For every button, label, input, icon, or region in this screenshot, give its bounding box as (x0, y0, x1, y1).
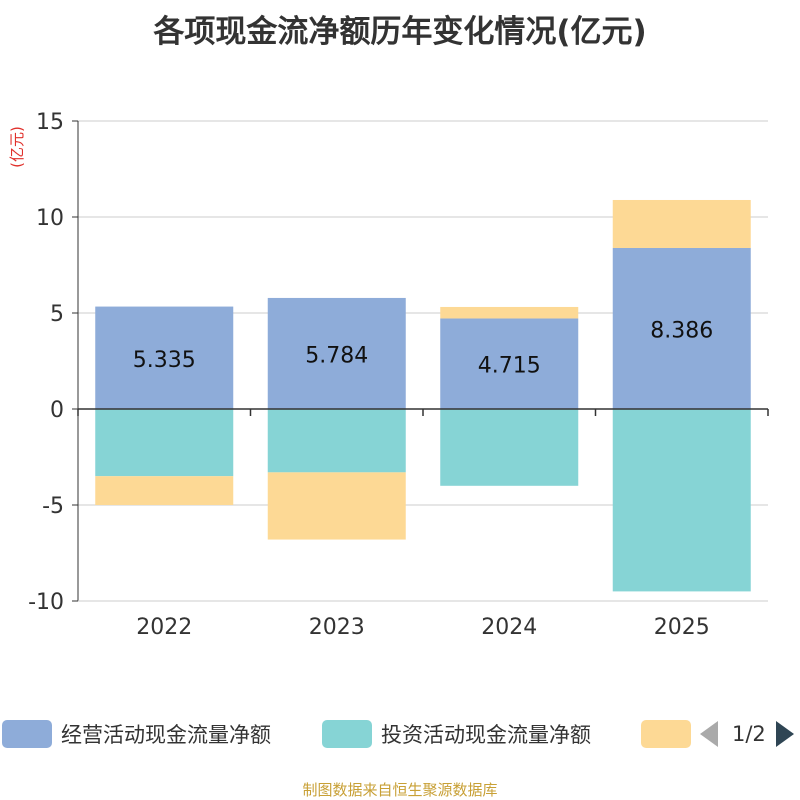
bar-2025-series-0 (612, 247, 751, 409)
legend: 经营活动现金流量净额 投资活动现金流量净额 (0, 716, 800, 752)
y-tick-label-0: -10 (28, 590, 64, 615)
legend-label-operating: 经营活动现金流量净额 (61, 723, 271, 747)
data-label-2022: 5.335 (133, 348, 196, 373)
y-tick-label-5: 15 (36, 110, 64, 135)
chart-title: 各项现金流净额历年变化情况(亿元) (153, 14, 647, 50)
x-tick-label-2022: 2022 (136, 615, 192, 640)
legend-item-investing[interactable]: 投资活动现金流量净额 (322, 716, 591, 752)
legend-prev-page-icon[interactable] (700, 721, 718, 747)
bar-2022-series-2 (95, 476, 234, 505)
legend-swatch-operating (2, 720, 52, 748)
legend-next-page-icon[interactable] (775, 721, 794, 747)
data-label-2025: 8.386 (650, 318, 713, 343)
bar-2024-series-0 (440, 318, 579, 409)
legend-item-financing[interactable] (641, 716, 700, 752)
bar-2024-series-1 (440, 409, 579, 486)
x-tick-label-2023: 2023 (309, 615, 365, 640)
data-label-2024: 4.715 (478, 354, 541, 379)
footer-source: 制图数据来自恒生聚源数据库 (302, 781, 498, 799)
bar-2025-series-1 (612, 409, 751, 592)
y-tick-label-2: 0 (50, 398, 64, 423)
legend-label-investing: 投资活动现金流量净额 (381, 723, 591, 747)
x-tick-label-2025: 2025 (654, 615, 710, 640)
legend-item-operating[interactable]: 经营活动现金流量净额 (2, 716, 271, 752)
bar-2022-series-1 (95, 409, 234, 477)
bar-2022-series-0 (95, 306, 234, 409)
y-tick-label-1: -5 (42, 494, 64, 519)
y-tick-label-4: 10 (36, 206, 64, 231)
bar-2023-series-2 (267, 472, 406, 540)
bar-2023-series-0 (267, 297, 406, 409)
legend-swatch-investing (322, 720, 372, 748)
legend-page-indicator: 1/2 (732, 722, 766, 746)
y-axis-unit-label: (亿元) (8, 126, 26, 168)
data-label-2023: 5.784 (305, 343, 368, 368)
legend-swatch-financing (641, 720, 691, 748)
bar-2025-series-2 (612, 199, 751, 248)
legend-pager: 1/2 (700, 716, 794, 752)
bar-2023-series-1 (267, 409, 406, 473)
bar-2024-series-2 (440, 306, 579, 319)
y-tick-label-3: 5 (50, 302, 64, 327)
x-tick-label-2024: 2024 (481, 615, 537, 640)
